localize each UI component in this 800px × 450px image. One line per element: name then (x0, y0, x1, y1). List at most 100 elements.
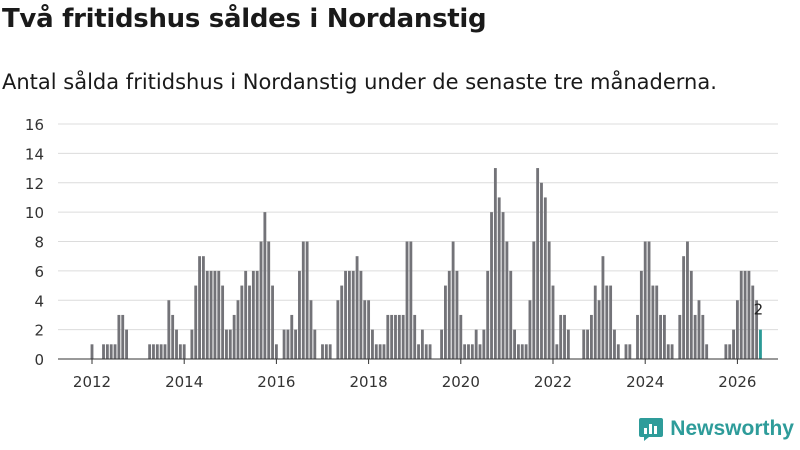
bar (624, 344, 628, 359)
bar (301, 241, 305, 359)
last-value-label: 2 (754, 301, 764, 319)
bar (344, 270, 347, 359)
bar (397, 314, 401, 359)
bar (705, 344, 709, 359)
bar (363, 300, 367, 359)
bar (294, 329, 298, 359)
chart-title: Två fritidshus såldes i Nordanstig (2, 4, 487, 34)
bar (559, 314, 563, 359)
x-tick-label: 2018 (350, 373, 388, 391)
bar (693, 314, 697, 359)
bar (125, 329, 128, 359)
brand-logo[interactable]: Newsworthy (638, 416, 794, 442)
bar (647, 241, 651, 359)
bar (113, 344, 117, 359)
bar (374, 344, 378, 359)
bar (244, 270, 248, 359)
bar (482, 329, 486, 359)
bar (390, 314, 394, 359)
bar (228, 329, 232, 359)
bar (536, 168, 540, 359)
bar (655, 285, 659, 359)
bar (420, 329, 424, 359)
bar (305, 241, 309, 359)
brand-name: Newsworthy (670, 417, 794, 440)
bar (271, 285, 274, 359)
y-tick-label: 14 (25, 145, 44, 163)
bar (209, 270, 213, 359)
bar (501, 212, 505, 359)
bar (105, 344, 109, 359)
bar (386, 314, 390, 359)
bar (171, 314, 175, 359)
bar (601, 256, 605, 359)
bar (309, 300, 313, 359)
bar (593, 285, 597, 359)
bar (378, 344, 382, 359)
bar (109, 344, 113, 359)
bar (424, 344, 428, 359)
x-tick-label: 2012 (73, 373, 111, 391)
bar (225, 329, 228, 359)
bar (213, 270, 217, 359)
bar (313, 329, 317, 359)
bar (324, 344, 328, 359)
bar (340, 285, 344, 359)
y-tick-label: 12 (25, 175, 44, 193)
bar (478, 344, 482, 359)
bar (251, 270, 255, 359)
bar (597, 300, 601, 359)
bar (547, 241, 551, 359)
bar (175, 329, 178, 359)
bar (755, 300, 759, 359)
bar (540, 182, 543, 359)
bar (474, 329, 478, 359)
x-tick-label: 2026 (718, 373, 756, 391)
bar (290, 314, 294, 359)
bar (459, 314, 463, 359)
bar (282, 329, 286, 359)
bar (563, 314, 566, 359)
bar (697, 300, 701, 359)
bar (298, 270, 301, 359)
bar (735, 300, 739, 359)
bar (205, 270, 209, 359)
bar (347, 270, 351, 359)
bar (248, 285, 251, 359)
bar (520, 344, 524, 359)
bar-chart-logo-icon (639, 418, 664, 441)
chart-subtitle: Antal sålda fritidshus i Nordanstig unde… (2, 70, 717, 94)
bar (413, 314, 417, 359)
bar (155, 344, 159, 359)
bar (428, 344, 432, 359)
bar (493, 168, 497, 359)
bar (666, 344, 670, 359)
bar (513, 329, 517, 359)
y-tick-label: 8 (34, 234, 44, 252)
bar (490, 212, 493, 359)
bar (440, 329, 444, 359)
bar (470, 344, 474, 359)
bar (201, 256, 205, 359)
bar (662, 314, 666, 359)
bar (686, 241, 689, 359)
bar (401, 314, 405, 359)
bar (455, 270, 459, 359)
bar (616, 344, 620, 359)
bar (417, 344, 420, 359)
y-tick-label: 4 (34, 292, 44, 310)
bar (409, 241, 413, 359)
bar (152, 344, 155, 359)
bar (367, 300, 371, 359)
bar (274, 344, 278, 359)
bar (167, 300, 171, 359)
bar (739, 270, 743, 359)
bar (444, 285, 447, 359)
bar (543, 197, 547, 359)
bar (643, 241, 647, 359)
bar (259, 241, 263, 359)
bar (351, 270, 355, 359)
y-tick-label: 10 (25, 204, 44, 222)
bar (359, 270, 363, 359)
bar (728, 344, 732, 359)
